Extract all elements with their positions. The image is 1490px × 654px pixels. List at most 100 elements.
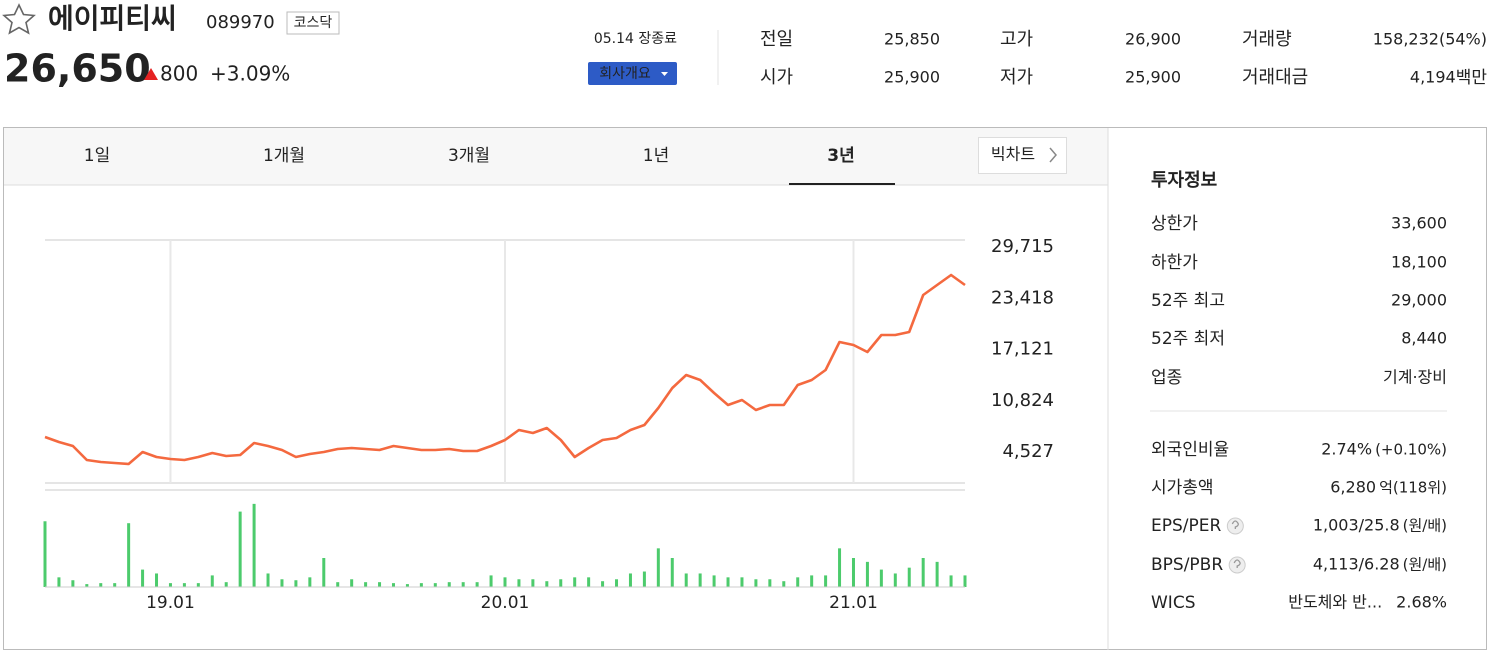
info-note: 2.68% [1396, 593, 1447, 612]
summary: 전일 25,850 시가 25,900 고가 26,900 저가 25,900 거래량 158,2… [760, 29, 1487, 88]
volume-bar [740, 577, 744, 587]
summary-value: 25,900 [1125, 68, 1181, 87]
help-icon[interactable] [1228, 556, 1246, 574]
volume-bar [907, 567, 911, 587]
summary-value: 25,850 [884, 30, 940, 49]
volume-bar [419, 583, 423, 587]
info-label: 하한가 [1151, 253, 1198, 273]
volume-bar [475, 582, 479, 587]
chevron [1049, 147, 1057, 163]
favorite-star[interactable] [2, 3, 36, 35]
help-mark [1233, 559, 1241, 568]
summary-label: 거래대금 [1242, 67, 1308, 88]
info-note: (원/배) [1403, 556, 1447, 574]
tabs: 1일 1개월 3개월 1년 3년 [84, 146, 895, 185]
volume-bar [642, 571, 646, 587]
y-tick-label: 23,418 [991, 287, 1054, 308]
summary-label: 고가 [1000, 29, 1033, 50]
info-label: 52주 최저 [1151, 329, 1225, 349]
price-line [44, 273, 966, 466]
info-value: 1,003/25.8 [1313, 516, 1400, 535]
volume-bar [238, 511, 242, 587]
help-mark [1231, 520, 1239, 529]
info-value: 29,000 [1391, 291, 1447, 310]
volume-bar [879, 569, 883, 587]
info-value: 18,100 [1391, 253, 1447, 272]
change: 800 [160, 62, 198, 86]
stock-name: 에이피티씨 [48, 2, 177, 35]
info-note: 억(118위) [1379, 479, 1447, 497]
big-chart-label[interactable]: 빅차트 [991, 145, 1035, 164]
volume-bar [698, 573, 702, 587]
stock-code: 089970 [206, 12, 275, 33]
volume-bar [796, 577, 800, 587]
volume-bar [447, 582, 451, 587]
info: 상한가 33,600 하한가 18,100 52주 최고 29,000 52주 최저 8,44… [1151, 214, 1447, 614]
volume-bar [308, 577, 312, 587]
volume-bar [210, 575, 214, 587]
info-note: (원/배) [1403, 517, 1447, 535]
summary-label: 저가 [1000, 67, 1033, 88]
y-tick-label: 17,121 [991, 339, 1054, 360]
info-label: 업종 [1151, 368, 1182, 388]
volume-bar [336, 582, 340, 587]
volume-bar [768, 579, 772, 587]
volume-bar [782, 581, 786, 587]
volume-bar [182, 583, 186, 587]
market-status: 05.14 장종료 [594, 31, 677, 47]
volume-bar [656, 548, 660, 587]
info-value: 2.74% [1321, 440, 1372, 459]
tab[interactable]: 3개월 [448, 146, 490, 166]
market: 코스닥 [294, 15, 333, 31]
tab[interactable]: 1년 [643, 146, 669, 166]
volume-bar [670, 558, 674, 587]
volume-bar [489, 575, 493, 587]
info-value: 4,113/6.28 [1313, 555, 1400, 574]
big-chart-button[interactable] [978, 137, 1067, 174]
tab[interactable]: 3년 [827, 146, 854, 166]
volume-bar [57, 577, 61, 587]
volume-bar [141, 569, 145, 587]
summary-label: 시가 [760, 67, 793, 88]
volume-bar [85, 584, 89, 587]
x-tick-label: 21.01 [829, 593, 878, 613]
chart: 19.01 20.01 21.01 29,715 23,418 17,121 10,824 4… [43, 236, 1054, 613]
volume-bar [350, 579, 354, 587]
info-value: 반도체와 반... [1288, 593, 1382, 612]
volume-bar [378, 582, 382, 587]
volume-bar [545, 581, 549, 587]
volume-bar [628, 573, 632, 587]
info-title: 투자정보 [1151, 170, 1217, 191]
volume-bar [838, 548, 842, 587]
info-label: BPS/PBR [1151, 555, 1223, 575]
volume-bar [615, 579, 619, 587]
summary-value: 158,232(54%) [1373, 30, 1487, 49]
tab[interactable]: 1개월 [263, 146, 305, 166]
info-value: 6,280 [1330, 478, 1376, 497]
volume-bar [503, 577, 507, 587]
info-label: 시가총액 [1151, 478, 1214, 498]
tab[interactable]: 1일 [84, 146, 110, 166]
volume-bar [322, 558, 326, 587]
volume-bar [364, 582, 368, 587]
panel [3, 127, 1487, 650]
volume-bar [559, 579, 563, 587]
company-button[interactable] [588, 62, 677, 85]
volume-bar [712, 575, 716, 587]
volume-bar [43, 521, 47, 587]
help-icon[interactable] [1226, 517, 1244, 535]
volume-bar [391, 583, 395, 587]
info-value: 8,440 [1401, 329, 1447, 348]
volume-bar [824, 575, 828, 587]
y-tick-label: 10,824 [991, 390, 1054, 411]
volume-bar [851, 558, 855, 587]
dropdown-caret [661, 72, 668, 76]
company-button-label[interactable]: 회사개요 [599, 66, 651, 82]
volume-bar [865, 561, 869, 587]
volume-bar [531, 579, 535, 587]
price: 26,650 [4, 47, 151, 91]
volume-bar [461, 582, 465, 587]
volume-bar [252, 503, 256, 587]
volume-bar [573, 577, 577, 587]
